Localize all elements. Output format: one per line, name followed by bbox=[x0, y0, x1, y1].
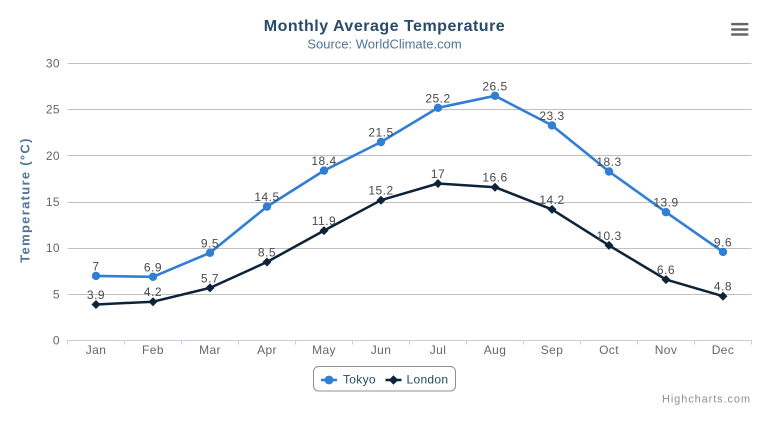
svg-text:18.4: 18.4 bbox=[311, 154, 336, 168]
svg-text:Aug: Aug bbox=[484, 343, 507, 357]
svg-text:14.5: 14.5 bbox=[254, 190, 279, 204]
svg-text:5.7: 5.7 bbox=[201, 271, 219, 285]
svg-text:18.3: 18.3 bbox=[596, 155, 621, 169]
svg-text:May: May bbox=[312, 343, 336, 357]
svg-text:Jul: Jul bbox=[430, 343, 447, 357]
svg-text:Apr: Apr bbox=[257, 343, 277, 357]
svg-text:10.3: 10.3 bbox=[596, 229, 621, 243]
svg-text:4.8: 4.8 bbox=[714, 280, 732, 294]
svg-text:Mar: Mar bbox=[199, 343, 221, 357]
svg-text:Source: WorldClimate.com: Source: WorldClimate.com bbox=[307, 37, 461, 52]
svg-text:Oct: Oct bbox=[599, 343, 619, 357]
svg-text:Temperature (°C): Temperature (°C) bbox=[18, 137, 33, 262]
svg-text:26.5: 26.5 bbox=[482, 79, 507, 93]
svg-text:5: 5 bbox=[53, 287, 60, 301]
svg-text:London: London bbox=[407, 373, 449, 387]
svg-text:Feb: Feb bbox=[142, 343, 164, 357]
svg-text:9.5: 9.5 bbox=[201, 236, 219, 250]
svg-text:15: 15 bbox=[46, 195, 60, 209]
svg-text:16.6: 16.6 bbox=[482, 171, 507, 185]
svg-text:4.2: 4.2 bbox=[144, 285, 162, 299]
svg-text:Nov: Nov bbox=[655, 343, 678, 357]
svg-text:0: 0 bbox=[53, 334, 60, 348]
svg-text:25: 25 bbox=[46, 103, 60, 117]
svg-text:Monthly Average Temperature: Monthly Average Temperature bbox=[264, 18, 505, 35]
svg-text:13.9: 13.9 bbox=[653, 196, 678, 210]
svg-text:9.6: 9.6 bbox=[714, 235, 732, 249]
svg-text:Highcharts.com: Highcharts.com bbox=[662, 394, 751, 406]
svg-text:11.9: 11.9 bbox=[312, 214, 336, 228]
svg-text:8.5: 8.5 bbox=[258, 246, 276, 260]
svg-text:Jan: Jan bbox=[86, 343, 107, 357]
svg-text:7: 7 bbox=[92, 259, 99, 273]
svg-text:25.2: 25.2 bbox=[425, 91, 450, 105]
svg-text:23.3: 23.3 bbox=[539, 109, 564, 123]
svg-text:Dec: Dec bbox=[712, 343, 735, 357]
svg-text:6.6: 6.6 bbox=[657, 263, 675, 277]
svg-text:17: 17 bbox=[431, 167, 445, 181]
svg-text:Sep: Sep bbox=[541, 343, 564, 357]
svg-text:Jun: Jun bbox=[371, 343, 392, 357]
svg-text:Tokyo: Tokyo bbox=[343, 373, 376, 387]
svg-text:6.9: 6.9 bbox=[144, 260, 162, 274]
svg-text:15.2: 15.2 bbox=[368, 184, 393, 198]
svg-text:21.5: 21.5 bbox=[368, 126, 393, 140]
svg-text:20: 20 bbox=[46, 149, 60, 163]
svg-text:10: 10 bbox=[46, 241, 60, 255]
svg-text:30: 30 bbox=[46, 57, 60, 71]
svg-text:14.2: 14.2 bbox=[539, 193, 564, 207]
svg-text:3.9: 3.9 bbox=[87, 288, 105, 302]
